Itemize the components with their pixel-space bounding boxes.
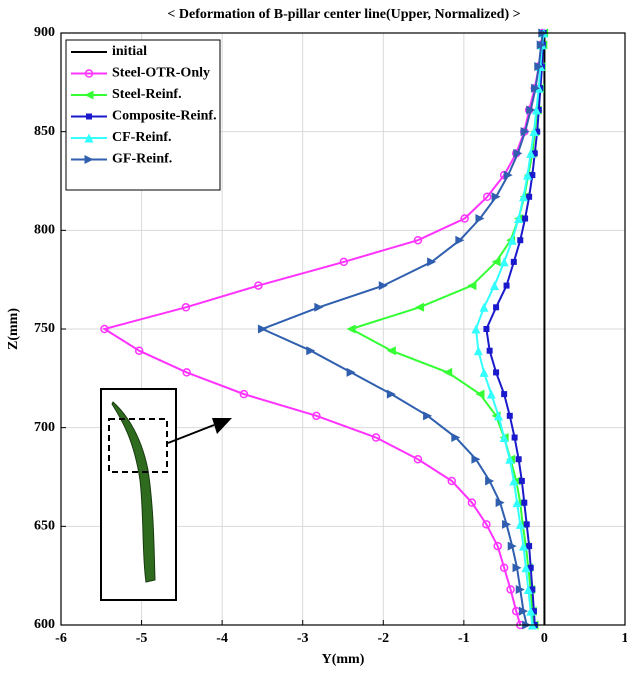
point <box>480 368 489 377</box>
point <box>490 281 499 290</box>
x-tick-label: -1 <box>458 631 470 646</box>
point <box>480 303 489 312</box>
point <box>443 368 452 377</box>
x-tick-label: -4 <box>216 631 228 646</box>
point <box>504 171 513 180</box>
point <box>387 390 396 399</box>
point <box>524 521 530 527</box>
point <box>487 390 496 399</box>
y-tick-label: 900 <box>34 25 55 40</box>
point <box>487 348 493 354</box>
point <box>347 325 356 334</box>
point <box>517 237 523 243</box>
point <box>314 303 323 312</box>
y-tick-label: 750 <box>34 321 55 336</box>
y-tick-label: 850 <box>34 124 55 139</box>
point <box>522 215 528 221</box>
chart-title: < Deformation of B-pillar center line(Up… <box>167 7 520 22</box>
legend-label: Composite-Reinf. <box>112 109 217 124</box>
point <box>387 346 396 355</box>
point <box>347 368 356 377</box>
legend-label: initial <box>112 44 147 59</box>
y-axis-label: Z(mm) <box>6 308 21 350</box>
x-axis-label: Y(mm) <box>322 652 365 667</box>
x-tick-label: -6 <box>55 631 67 646</box>
x-tick-label: -3 <box>297 631 309 646</box>
x-tick-label: -2 <box>377 631 389 646</box>
inset-image <box>101 389 232 600</box>
point <box>504 283 510 289</box>
point <box>467 281 476 290</box>
point <box>86 114 92 120</box>
x-tick-label: 1 <box>622 631 627 646</box>
legend-label: CF-Reinf. <box>112 130 172 145</box>
point <box>521 500 527 506</box>
point <box>493 304 499 310</box>
x-tick-label: 0 <box>541 631 548 646</box>
legend-label: GF-Reinf. <box>112 152 172 167</box>
point <box>492 192 501 201</box>
y-tick-label: 650 <box>34 519 55 534</box>
legend: initial Steel-OTR-Only Steel-Reinf. Composi… <box>66 40 220 190</box>
legend-label: Steel-Reinf. <box>112 87 182 102</box>
y-tick-label: 600 <box>34 617 55 632</box>
point <box>493 369 499 375</box>
y-tick-label: 800 <box>34 223 55 238</box>
x-tick-label: -5 <box>136 631 148 646</box>
point <box>516 456 522 462</box>
point <box>526 543 532 549</box>
legend-label: Steel-OTR-Only <box>112 66 210 81</box>
point <box>258 325 267 334</box>
point <box>519 478 525 484</box>
point <box>485 476 494 485</box>
y-tick-label: 700 <box>34 420 55 435</box>
point <box>501 391 507 397</box>
point <box>526 194 532 200</box>
point <box>500 257 509 266</box>
point <box>474 346 483 355</box>
point <box>483 326 489 332</box>
point <box>512 435 518 441</box>
point <box>507 413 513 419</box>
point <box>511 259 517 265</box>
chart: < Deformation of B-pillar center line(Up… <box>0 0 627 675</box>
point <box>306 346 315 355</box>
point <box>415 303 424 312</box>
